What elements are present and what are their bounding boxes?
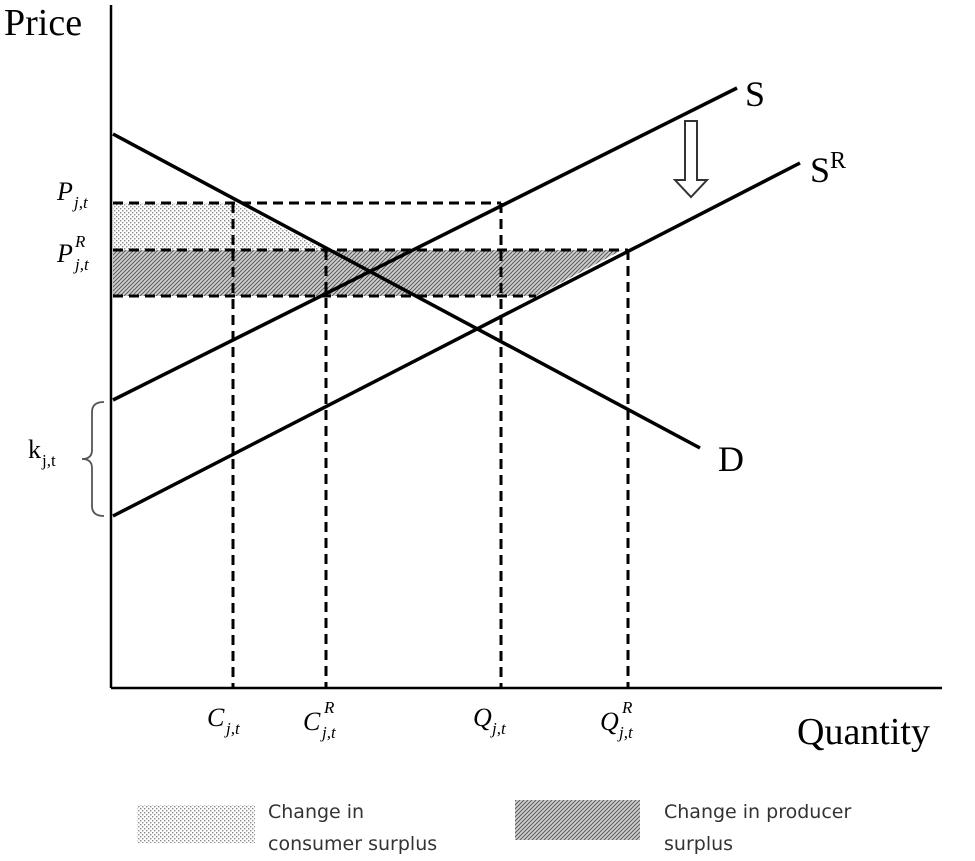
supply-reduced-label: SR (810, 148, 846, 190)
legend: Change in consumer surplus Change in pro… (137, 800, 851, 855)
quantity-cr-main: C (303, 707, 321, 736)
legend-consumer-swatch (137, 805, 255, 843)
quantity-qr-sub: j,t (617, 723, 634, 742)
quantity-label-cr: C R j,t (303, 698, 337, 742)
quantity-cr-sub: j,t (320, 723, 337, 742)
legend-consumer-line2: consumer surplus (268, 833, 437, 855)
shift-down-arrow-icon (672, 120, 710, 199)
price-pr-sup: R (74, 232, 86, 251)
legend-consumer-line1: Change in (268, 801, 364, 823)
quantity-label-qr: Q R j,t (600, 698, 634, 742)
price-p-main: P (56, 177, 73, 206)
shift-k-main: k (28, 435, 41, 464)
supply-label: S (745, 74, 765, 114)
x-axis-title: Quantity (797, 711, 930, 753)
quantity-q-sub: j,t (490, 719, 507, 738)
demand-label: D (718, 439, 744, 479)
price-p-sub: j,t (72, 193, 89, 212)
quantity-c-sub: j,t (224, 719, 241, 738)
quantity-cr-sup: R (323, 698, 335, 717)
quantity-label-c: C j,t (207, 703, 241, 738)
supply-curve (112, 86, 738, 402)
price-label-pr: P R j,t (56, 232, 90, 274)
demand-curve (112, 132, 701, 450)
shift-k-label: k j,t (28, 435, 56, 470)
price-label-p: P j,t (56, 177, 89, 212)
supply-reduced-curve (112, 161, 801, 518)
consumer-surplus-area (113, 203, 325, 250)
shift-k-sub: j,t (41, 451, 56, 470)
quantity-qr-main: Q (600, 707, 619, 736)
price-pr-main: P (56, 239, 73, 268)
quantity-qr-sup: R (621, 698, 633, 717)
quantity-label-q: Q j,t (473, 703, 507, 738)
quantity-q-main: Q (473, 703, 492, 732)
legend-producer-line2: surplus (664, 833, 733, 855)
legend-producer-line1: Change in producer (664, 801, 851, 823)
supply-reduced-main: S (810, 150, 830, 190)
legend-producer-swatch (515, 800, 640, 840)
price-pr-sub: j,t (73, 255, 90, 274)
quantity-c-main: C (207, 703, 225, 732)
y-axis-title: Price (4, 2, 82, 44)
supply-reduced-sup: R (830, 148, 846, 174)
shift-brace (81, 401, 105, 517)
